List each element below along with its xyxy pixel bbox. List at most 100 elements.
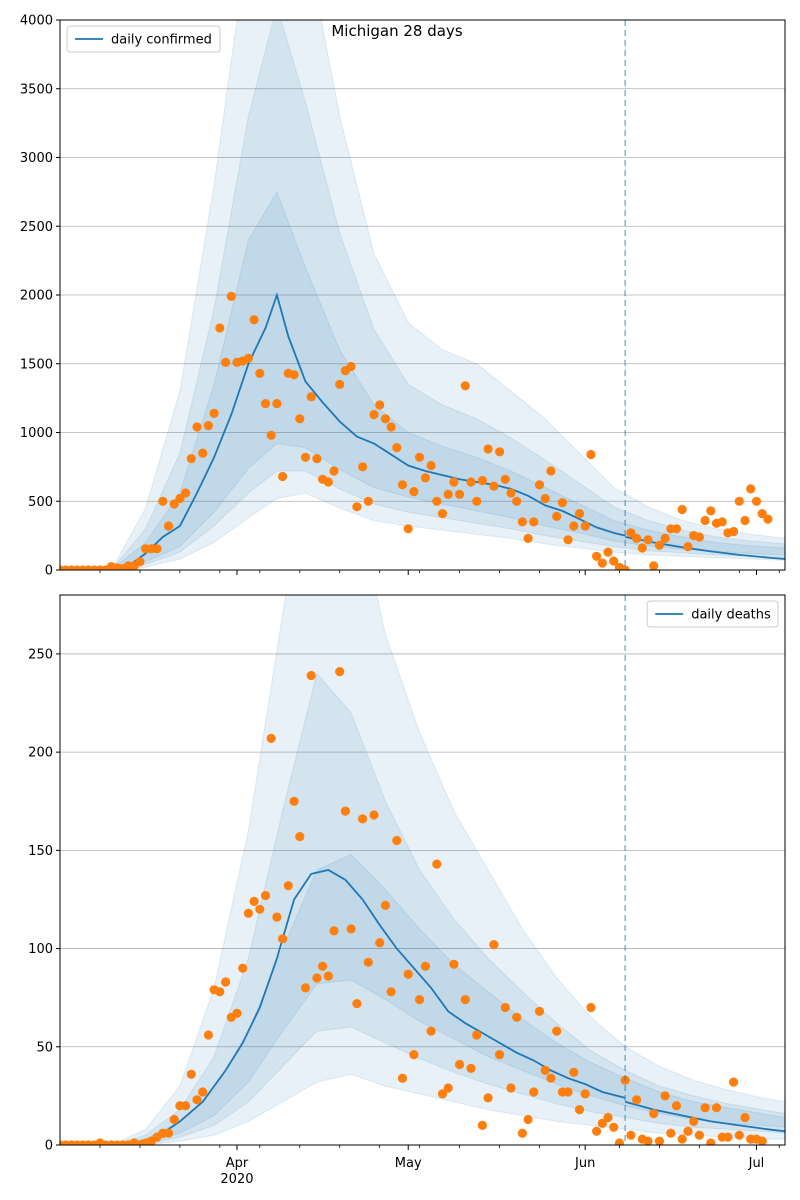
observed-point [609, 556, 619, 566]
confidence-band [111, 853, 785, 1145]
observed-point [186, 454, 196, 464]
observed-point [517, 1128, 528, 1138]
observed-point [552, 511, 562, 521]
observed-point [181, 1101, 191, 1111]
observed-point [763, 514, 773, 524]
observed-point [523, 533, 533, 544]
observed-point [432, 496, 442, 506]
observed-point [386, 422, 396, 432]
observed-point [700, 1103, 710, 1113]
observed-point [403, 969, 413, 979]
observed-point [278, 934, 288, 944]
observed-point [751, 496, 762, 506]
observed-point [135, 557, 145, 567]
observed-point [534, 1006, 545, 1017]
observed-point [289, 796, 299, 806]
observed-point [163, 1128, 174, 1138]
observed-point [683, 1126, 693, 1136]
observed-point [397, 1073, 408, 1083]
observed-point [380, 900, 390, 911]
observed-point [221, 357, 231, 367]
observed-point [734, 1130, 744, 1140]
observed-point [603, 547, 613, 557]
observed-point [329, 466, 339, 476]
legend-label: daily deaths [691, 608, 771, 623]
y-tick-label: 50 [36, 1040, 53, 1055]
observed-point [426, 460, 436, 471]
observed-point [460, 995, 470, 1005]
observed-point [574, 1105, 585, 1115]
observed-point [671, 1101, 682, 1111]
observed-point [466, 1063, 476, 1073]
observed-point [346, 924, 356, 934]
observed-point [694, 532, 705, 542]
observed-point [706, 506, 716, 516]
y-tick-label: 1500 [20, 357, 53, 372]
observed-point [266, 733, 276, 744]
observed-point [186, 1069, 196, 1079]
observed-point [614, 1138, 624, 1145]
observed-point [443, 1083, 453, 1093]
y-tick-label: 250 [28, 647, 53, 662]
observed-point [723, 1132, 733, 1142]
observed-point [649, 561, 659, 570]
y-tick-label: 150 [28, 844, 53, 859]
plot-area [60, 595, 785, 1145]
observed-point [683, 542, 693, 552]
observed-point [506, 488, 516, 498]
observed-point [540, 1065, 550, 1075]
y-tick-label: 3500 [20, 82, 53, 97]
observed-point [221, 977, 231, 987]
observed-point [255, 904, 265, 914]
observed-point [300, 452, 311, 462]
observed-point [318, 961, 328, 971]
observed-point [740, 515, 750, 526]
observed-point [392, 835, 402, 846]
observed-point [689, 1116, 699, 1126]
observed-point [563, 1087, 573, 1097]
observed-point [358, 814, 368, 824]
y-tick-label: 1000 [20, 426, 53, 441]
observed-point [335, 379, 345, 389]
observed-point [529, 1087, 539, 1097]
observed-point [443, 489, 453, 499]
confirmed-panel: 0 500 1000 1500 2000 2500 3000 3500 4000 daily co… [20, 14, 786, 579]
observed-point [300, 983, 311, 993]
observed-point [192, 422, 202, 432]
x-tick-label: May [395, 1156, 422, 1171]
observed-point [323, 477, 333, 487]
median-line [111, 291, 626, 570]
observed-point [363, 957, 373, 967]
observed-point [415, 452, 425, 462]
plot-area [60, 20, 785, 570]
observed-point [603, 1112, 613, 1123]
observed-point [694, 1130, 705, 1140]
observed-point [260, 890, 271, 901]
observed-point [506, 1083, 516, 1093]
observed-point [477, 1120, 487, 1130]
observed-point [734, 496, 744, 506]
observed-point [449, 959, 459, 969]
observed-point [272, 912, 282, 922]
observed-point [420, 473, 430, 483]
observed-point [729, 1077, 739, 1087]
y-tick-label: 200 [28, 746, 53, 761]
observed-point [295, 414, 305, 424]
observed-point [289, 370, 299, 380]
observed-point [500, 474, 510, 484]
observed-point [392, 443, 402, 453]
observed-point [592, 551, 602, 561]
observed-point [569, 521, 579, 531]
observed-point [409, 487, 419, 497]
confidence-band [110, 20, 785, 570]
observed-point [717, 517, 727, 527]
observed-point [574, 508, 585, 519]
observed-point [489, 940, 499, 950]
observed-point [335, 667, 345, 677]
forecast-line [625, 536, 785, 560]
observed-point [312, 973, 322, 983]
observed-point [466, 477, 476, 487]
observed-point [386, 987, 396, 997]
